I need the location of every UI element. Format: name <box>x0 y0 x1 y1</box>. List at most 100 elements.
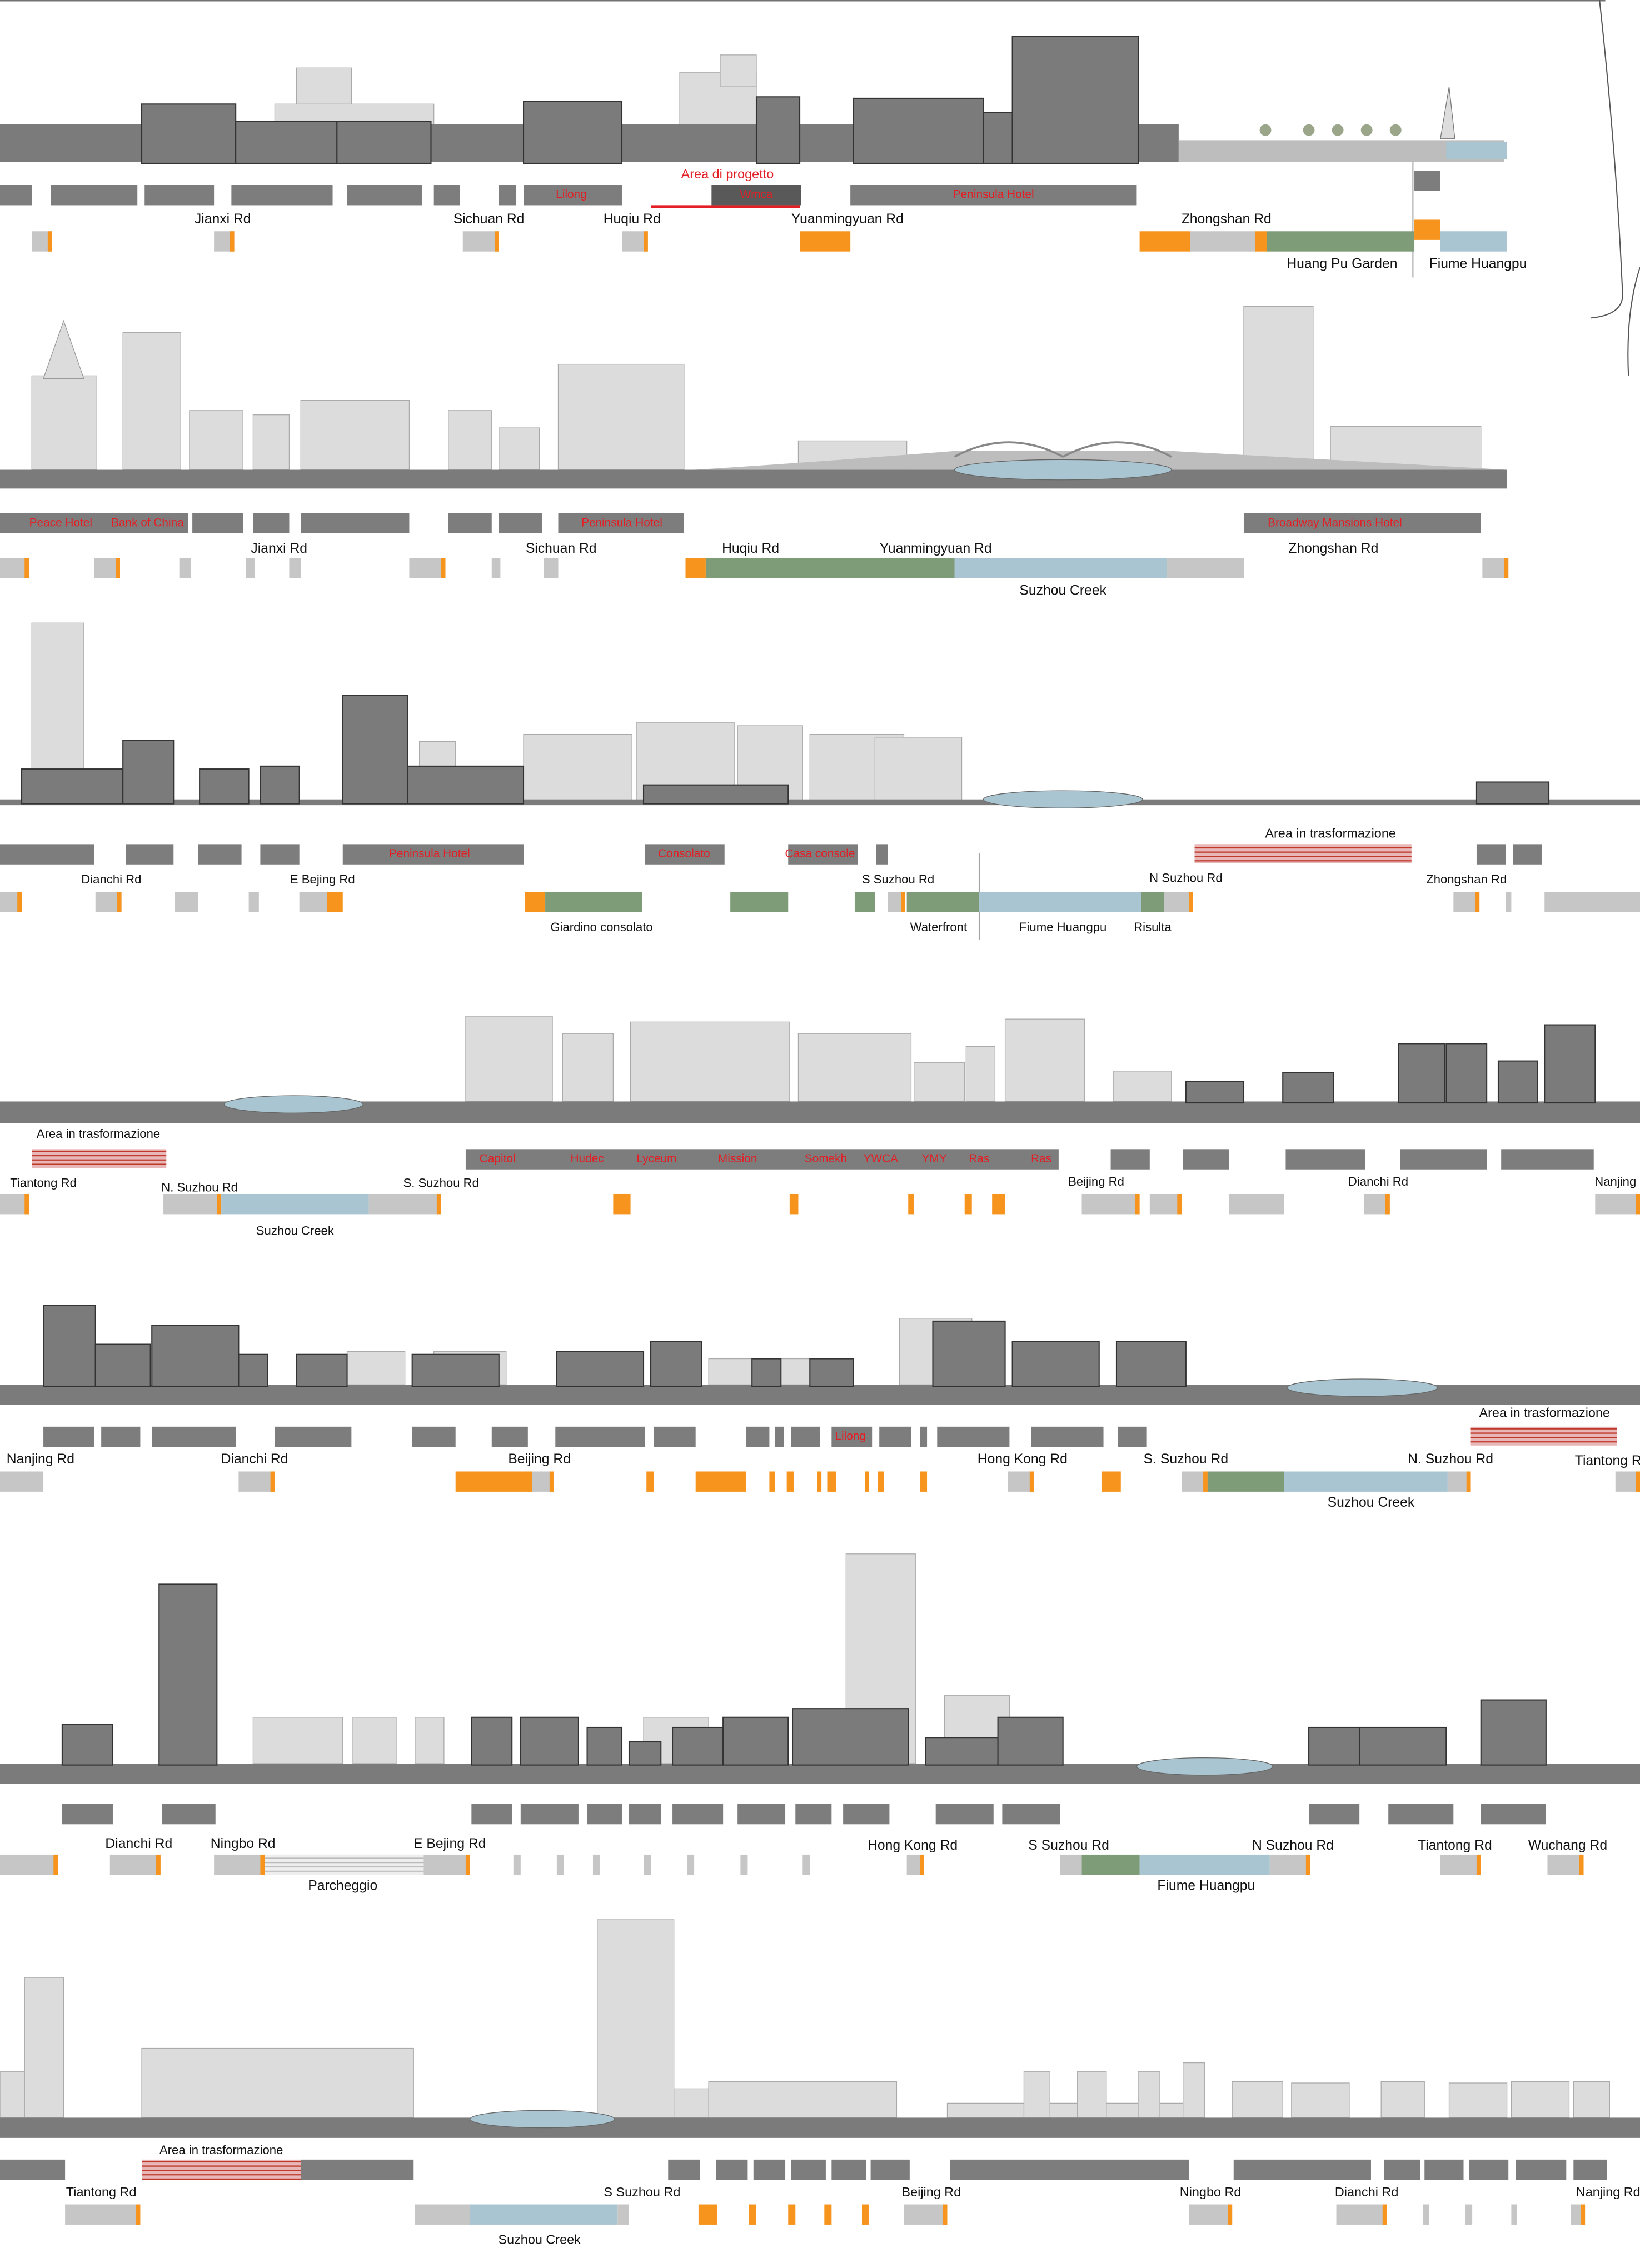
plan-strip <box>687 1854 695 1875</box>
plan-bar <box>711 185 801 206</box>
building-label: Lilong <box>835 1430 866 1443</box>
plan-bar <box>654 1426 696 1447</box>
section-building <box>792 1708 909 1766</box>
building-label: Bank of China <box>111 516 184 529</box>
plan-strip <box>904 2204 948 2225</box>
place-label: Suzhou Creek <box>1019 583 1106 598</box>
plan-bar <box>746 1426 770 1447</box>
plan-bar <box>1424 2159 1464 2180</box>
plan-bar <box>753 2159 786 2180</box>
background-building <box>630 1021 790 1102</box>
strip-edge <box>270 1471 275 1492</box>
plan-strip <box>769 1471 775 1492</box>
place-label: Dianchi Rd <box>221 1452 288 1467</box>
plan-strip <box>289 558 301 578</box>
place-label: Beijing Rd <box>902 2185 961 2199</box>
plan-strip <box>1269 1854 1310 1875</box>
ground <box>0 2117 1640 2138</box>
place-label: Beijing Rd <box>1068 1175 1124 1188</box>
plan-bar <box>301 513 410 534</box>
section-building <box>755 96 801 164</box>
place-label: Dianchi Rd <box>81 872 141 886</box>
river <box>1287 1378 1438 1397</box>
strip-edge <box>156 1854 161 1875</box>
background-building <box>24 1977 64 2119</box>
place-label: Jianxi Rd <box>195 212 251 227</box>
bridge <box>1062 441 1172 458</box>
section-building <box>235 121 338 164</box>
place-label: Hong Kong Rd <box>868 1838 958 1853</box>
ground <box>0 469 1507 489</box>
plan-strip <box>1505 892 1512 912</box>
plan-bar <box>843 1804 890 1825</box>
building-label: Consolato <box>658 847 710 860</box>
section-building <box>1398 1043 1445 1104</box>
plan-strip <box>1284 1471 1448 1492</box>
strip-edge <box>549 1471 554 1492</box>
plan-bar <box>672 1804 724 1825</box>
background-building <box>1077 2071 1107 2119</box>
plan-bar <box>935 1804 994 1825</box>
place-label: N Suzhou Rd <box>1149 871 1223 885</box>
place-label: Ningbo Rd <box>1180 2185 1242 2199</box>
plan-strip <box>1255 231 1267 252</box>
building-label: Peninsula Hotel <box>389 847 470 860</box>
plan-strip <box>556 1854 564 1875</box>
building-label: Peninsula Hotel <box>581 516 662 529</box>
section-building <box>61 1724 114 1766</box>
section-building <box>411 1353 500 1387</box>
plan-bar <box>791 1426 820 1447</box>
tree <box>1303 124 1315 136</box>
river <box>983 790 1143 808</box>
background-building <box>1573 2081 1611 2119</box>
river <box>470 2110 615 2129</box>
plan-strip <box>175 892 198 912</box>
strip-edge <box>1636 1193 1640 1215</box>
plan-bar <box>0 185 32 206</box>
plan-strip <box>0 1471 44 1492</box>
plan-strip <box>0 1193 29 1215</box>
background-building <box>31 375 98 471</box>
section-building <box>809 1358 854 1387</box>
plan-bar <box>1573 2159 1607 2180</box>
section-building <box>520 1716 579 1766</box>
plan-strip <box>1229 1193 1284 1215</box>
plan-bar <box>1031 1426 1104 1447</box>
background-building <box>122 332 181 471</box>
place-label: Sichuan Rd <box>526 541 597 556</box>
strip-edge <box>1135 1193 1140 1215</box>
place-label: Beijing Rd <box>508 1452 571 1467</box>
place-label: Suzhou Creek <box>1328 1495 1415 1510</box>
background-building <box>1113 1071 1172 1102</box>
plan-bar <box>0 513 188 534</box>
section-building <box>260 765 300 805</box>
plan-strip <box>1101 1471 1121 1492</box>
plan-strip <box>415 2204 470 2225</box>
strip-edge <box>1579 1854 1584 1875</box>
section-building <box>650 1341 702 1387</box>
plan-bar <box>1469 2159 1509 2180</box>
plan-strip <box>749 2204 756 2225</box>
place-label: Risulta <box>1134 920 1172 934</box>
ground <box>0 799 1640 806</box>
plan-strip <box>954 558 1168 578</box>
place-label: Area in trasformazione <box>37 1127 160 1141</box>
plan-bar <box>1384 2159 1420 2180</box>
plan-strip <box>544 558 559 578</box>
strip-edge <box>136 2204 141 2225</box>
place-label: S Suzhou Rd <box>862 872 934 886</box>
plan-bar <box>162 1804 216 1825</box>
place-label: S Suzhou Rd <box>604 2185 680 2199</box>
tree <box>1360 124 1373 136</box>
place-label: Nanjing Rd <box>1576 2185 1640 2199</box>
strip-edge <box>465 1854 470 1875</box>
river <box>1446 141 1507 159</box>
place-label: Dianchi Rd <box>1335 2185 1398 2199</box>
place-label: N. Suzhou Rd <box>1408 1452 1493 1467</box>
plan-bar <box>43 1426 94 1447</box>
plan-bar <box>231 185 333 206</box>
background-building <box>874 737 963 803</box>
place-label: E Bejing Rd <box>290 872 355 886</box>
